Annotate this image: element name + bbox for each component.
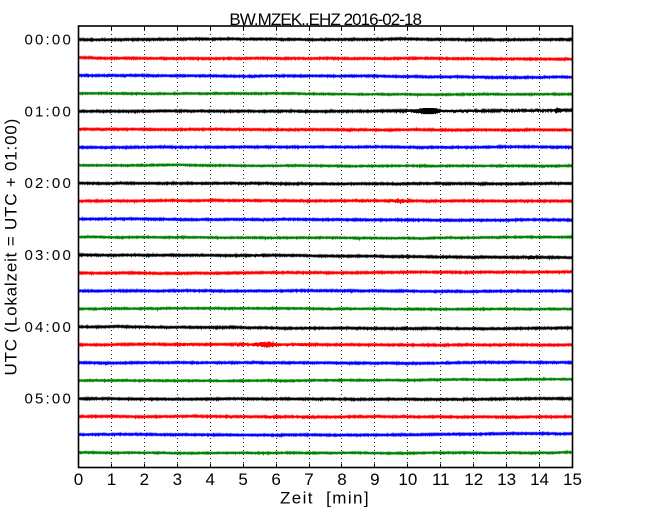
svg-text:14: 14 bbox=[530, 470, 549, 489]
svg-text:13: 13 bbox=[497, 470, 516, 489]
svg-text:00:00: 00:00 bbox=[24, 32, 73, 49]
svg-text:3: 3 bbox=[173, 470, 182, 489]
svg-text:04:00: 04:00 bbox=[24, 319, 73, 336]
svg-text:BW.MZEK..EHZ 2016-02-18: BW.MZEK..EHZ 2016-02-18 bbox=[229, 10, 421, 29]
svg-text:UTC (Lokalzeit = UTC + 01:00): UTC (Lokalzeit = UTC + 01:00) bbox=[1, 118, 20, 376]
svg-text:01:00: 01:00 bbox=[24, 103, 73, 120]
svg-text:8: 8 bbox=[337, 470, 346, 489]
svg-text:12: 12 bbox=[464, 470, 483, 489]
svg-text:2: 2 bbox=[140, 470, 149, 489]
svg-text:03:00: 03:00 bbox=[24, 247, 73, 264]
svg-text:11: 11 bbox=[432, 470, 450, 489]
svg-text:0: 0 bbox=[74, 470, 83, 489]
svg-text:6: 6 bbox=[271, 470, 280, 489]
svg-text:15: 15 bbox=[563, 470, 582, 489]
svg-text:02:00: 02:00 bbox=[24, 175, 73, 192]
svg-text:5: 5 bbox=[238, 470, 247, 489]
svg-text:10: 10 bbox=[398, 470, 417, 489]
svg-text:9: 9 bbox=[370, 470, 379, 489]
svg-text:4: 4 bbox=[205, 470, 214, 489]
svg-text:1: 1 bbox=[107, 470, 116, 489]
svg-text:05:00: 05:00 bbox=[24, 391, 73, 408]
svg-text:7: 7 bbox=[304, 470, 313, 489]
svg-text:Zeit [min]: Zeit [min] bbox=[280, 489, 370, 508]
